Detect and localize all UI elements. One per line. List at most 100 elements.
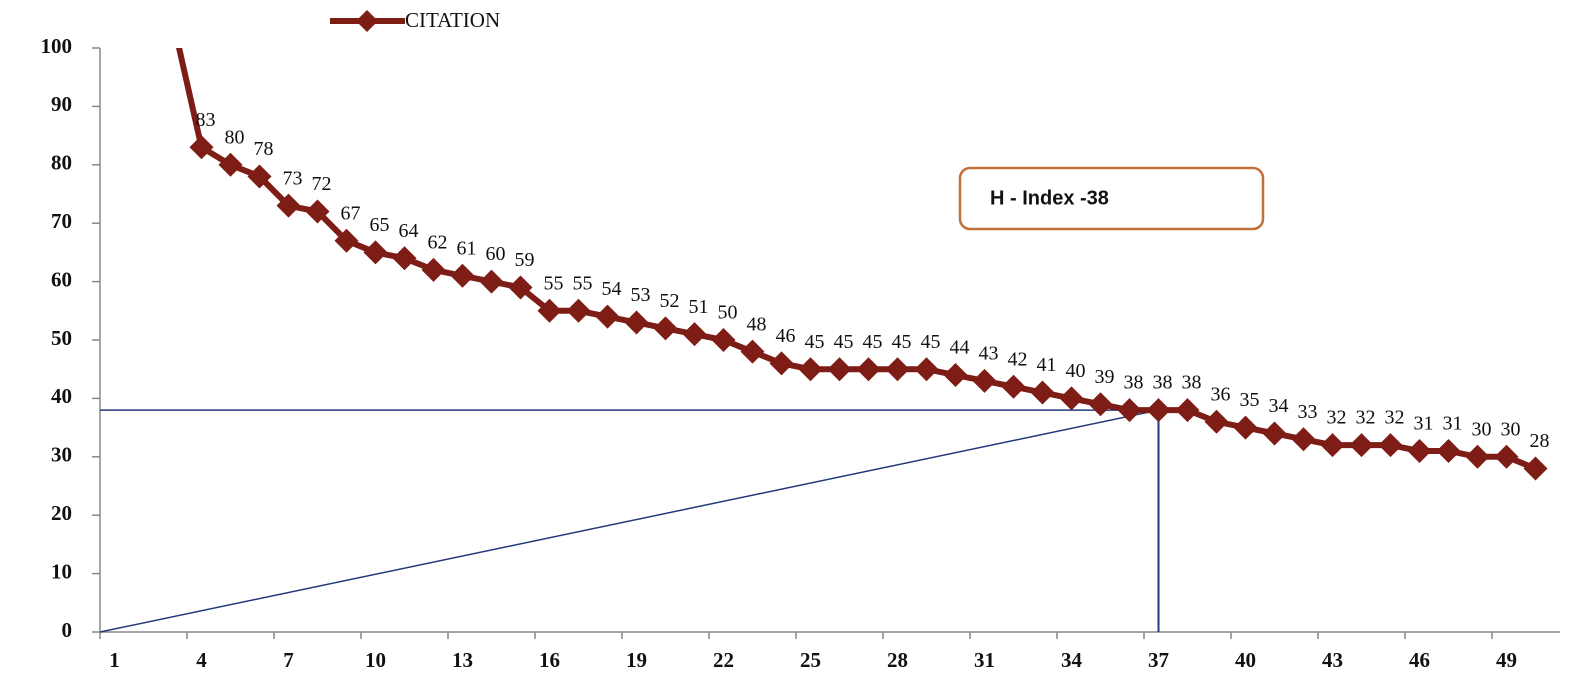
data-label: 55 <box>544 272 564 294</box>
data-label: 46 <box>776 325 796 347</box>
x-tick-label: 16 <box>539 648 560 672</box>
x-tick-label: 1 <box>109 648 120 672</box>
data-label: 43 <box>979 342 999 364</box>
data-label: 32 <box>1385 407 1405 429</box>
y-tick-label: 40 <box>51 384 72 408</box>
data-label: 32 <box>1327 407 1347 429</box>
data-label: 53 <box>631 284 651 306</box>
data-label: 44 <box>950 337 970 359</box>
marker <box>1291 427 1316 452</box>
marker <box>943 363 968 388</box>
data-label: 38 <box>1124 372 1144 394</box>
marker <box>1175 398 1200 423</box>
data-label: 38 <box>1153 372 1173 394</box>
x-tick-label: 25 <box>800 648 821 672</box>
data-label: 61 <box>457 237 477 259</box>
marker <box>1378 433 1403 458</box>
marker <box>1465 444 1490 469</box>
x-tick-label: 49 <box>1496 648 1517 672</box>
data-label: 83 <box>196 109 216 131</box>
y-tick-label: 30 <box>51 443 72 467</box>
marker <box>276 193 301 218</box>
marker <box>1407 438 1432 463</box>
marker <box>711 328 736 352</box>
y-tick-label: 10 <box>51 559 72 583</box>
data-label: 59 <box>515 249 535 271</box>
marker <box>682 322 707 347</box>
y-tick-label: 80 <box>51 151 72 175</box>
data-label: 62 <box>428 232 448 254</box>
h-index-diagonal <box>99 409 1159 633</box>
data-label: 45 <box>892 331 912 353</box>
marker <box>189 135 214 160</box>
marker <box>537 298 562 323</box>
data-label: 36 <box>1211 383 1231 405</box>
x-tick-label: 34 <box>1061 648 1083 672</box>
data-label: 60 <box>486 243 506 265</box>
plot-area <box>176 48 1548 481</box>
data-label: 31 <box>1443 413 1463 435</box>
marker <box>653 316 678 341</box>
data-label: 67 <box>341 202 361 224</box>
marker <box>1146 398 1171 423</box>
data-label: 30 <box>1501 418 1521 440</box>
annotation-box <box>958 166 1265 231</box>
data-label: 72 <box>312 173 332 195</box>
marker <box>1349 433 1374 458</box>
marker <box>450 263 475 288</box>
marker <box>740 339 765 364</box>
data-label: 73 <box>283 167 303 189</box>
y-tick-label: 50 <box>51 326 72 350</box>
legend-label: CITATION <box>405 8 500 32</box>
x-tick-label: 13 <box>452 648 473 672</box>
data-label: 31 <box>1414 413 1434 435</box>
marker <box>1030 380 1055 405</box>
data-label: 39 <box>1095 366 1115 388</box>
data-label: 80 <box>225 126 245 148</box>
x-tick-label: 22 <box>713 648 734 672</box>
data-label: 45 <box>863 331 883 353</box>
x-tick-label: 40 <box>1235 648 1256 672</box>
marker <box>769 351 794 376</box>
x-tick-label: 10 <box>365 648 386 672</box>
marker <box>1320 433 1345 458</box>
marker <box>363 240 388 265</box>
marker <box>1436 438 1461 463</box>
marker <box>856 357 881 382</box>
marker <box>247 164 272 189</box>
marker <box>334 228 359 253</box>
x-tick-label: 46 <box>1409 648 1430 672</box>
y-tick-label: 20 <box>51 501 72 525</box>
x-tick-label: 43 <box>1322 648 1343 672</box>
marker <box>914 357 939 382</box>
data-label: 41 <box>1037 354 1057 376</box>
marker <box>1523 456 1548 481</box>
marker <box>885 357 910 382</box>
marker <box>827 357 852 382</box>
x-tick-label: 19 <box>626 648 647 672</box>
marker <box>1001 374 1026 399</box>
data-label: 50 <box>718 302 738 324</box>
data-label: 42 <box>1008 348 1028 370</box>
marker <box>1262 421 1287 446</box>
marker <box>392 246 417 271</box>
marker <box>624 310 649 335</box>
annotation: H - Index -38 <box>990 187 1109 209</box>
data-label: 34 <box>1269 395 1289 417</box>
marker <box>566 298 591 323</box>
data-label: 45 <box>921 331 941 353</box>
marker <box>479 269 504 294</box>
y-tick-label: 0 <box>62 618 73 642</box>
data-label: 38 <box>1182 372 1202 394</box>
y-tick-label: 60 <box>51 267 72 291</box>
marker <box>218 152 243 177</box>
marker <box>1204 409 1229 434</box>
data-label: 30 <box>1472 418 1492 440</box>
marker <box>595 304 620 329</box>
data-label: 54 <box>602 278 622 300</box>
data-label: 55 <box>573 272 593 294</box>
data-label: 40 <box>1066 360 1086 382</box>
data-label: 33 <box>1298 401 1318 423</box>
marker <box>1494 444 1519 469</box>
